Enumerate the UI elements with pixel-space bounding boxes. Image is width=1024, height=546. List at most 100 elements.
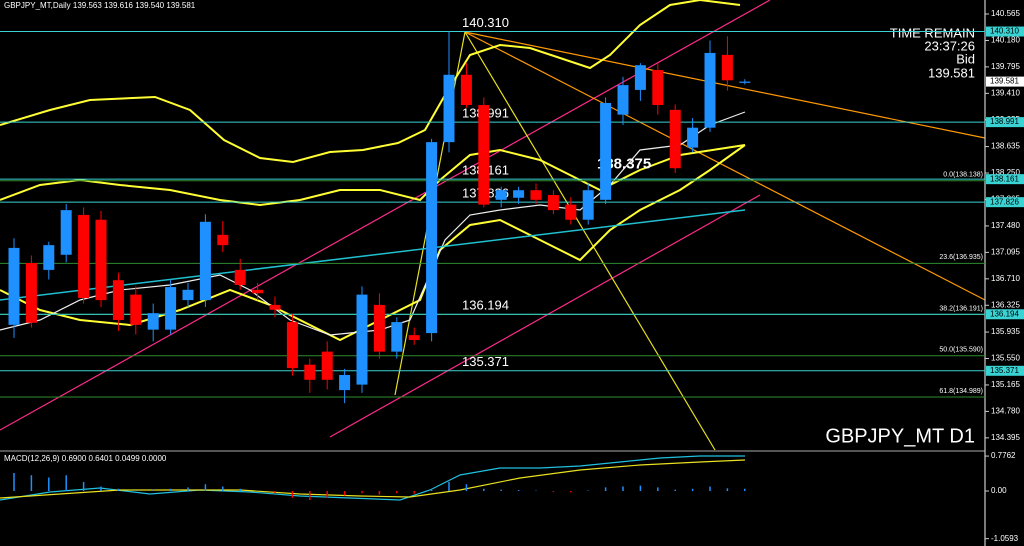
y-tick-label: 134.780 [991,407,1020,416]
candle-body [199,221,211,301]
candle-body [217,234,229,246]
candle-body [547,195,559,211]
level-tag-label: 140.310 [990,27,1019,36]
level-label: 135.371 [462,354,509,369]
signal-line [0,459,746,499]
macd-title: MACD(12,26,9) 0.6900 0.6401 0.0499 0.000… [4,454,167,463]
level-tag-label: 137.826 [990,197,1019,206]
candle-body [252,289,264,294]
bid-tag-label: 139.581 [990,77,1019,86]
level-label: 140.310 [462,15,509,30]
candle-body [669,109,681,169]
candle-body [687,127,699,148]
level-tag-label: 136.194 [990,309,1019,318]
macd-tick-label: -1.0593 [991,534,1019,543]
candle-body [704,52,716,128]
candle-body [495,190,507,200]
band-upper [0,0,741,164]
baseline-line [0,209,746,301]
level-tag [986,309,1024,320]
level-tag [986,174,1024,185]
candle-body [565,204,577,220]
fan-line [464,31,986,301]
candle-body [356,294,368,385]
candle-body [286,322,298,369]
level-tag [986,26,1024,37]
candle-body [600,102,612,200]
y-tick-label: 134.395 [991,433,1020,442]
bid-tag [986,76,1024,87]
macd-tick-label: 0.00 [991,486,1007,495]
moving-average [0,111,746,336]
candle-body [408,335,420,340]
fib-label: 38.2(136.191) [939,305,983,312]
y-tick-label: 140.565 [991,9,1020,18]
y-tick-label: 135.935 [991,327,1020,336]
candle-body [165,287,177,330]
y-tick-label: 138.635 [991,142,1020,151]
y-tick-label: 137.095 [991,247,1020,256]
candle-body [130,294,142,325]
fib-label: 61.8(134.989) [939,388,983,395]
chart-title: GBPJPY_MT,Daily 139.563 139.616 139.540 … [4,1,196,10]
band-middle [0,144,746,207]
candle-body [443,74,455,143]
candle-body [234,269,246,286]
fib-label: 0.0(138.138) [943,172,983,179]
y-tick-label: 136.325 [991,300,1020,309]
candle-body [78,214,90,299]
level-tag-label: 135.371 [990,366,1019,375]
timer-label: TIME REMAIN [890,25,975,40]
level-tag-label: 138.991 [990,117,1019,126]
fib-label: 23.6(136.935) [939,254,983,261]
candle-body [269,304,281,310]
y-tick-label: 135.165 [991,380,1020,389]
candle-body [478,105,490,205]
symbol-label: GBPJPY_MT D1 [825,425,975,447]
candle-body [339,374,351,391]
candle-body [582,190,594,220]
y-tick-label: 135.550 [991,354,1020,363]
candle-body [617,85,629,115]
candle-body [739,81,751,83]
candle-body [721,54,733,81]
level-tag [986,117,1024,128]
y-tick-label: 139.795 [991,62,1020,71]
y-tick-label: 138.250 [991,168,1020,177]
candle-body [95,219,107,301]
fib-label: 50.0(135.590) [939,347,983,354]
macd-line [0,455,745,501]
candle-body [373,304,385,352]
candle-body [25,263,37,323]
y-tick-label: 139.410 [991,88,1020,97]
fan-line [464,31,986,139]
level-tag [986,197,1024,208]
level-label: 136.194 [462,298,509,313]
candle-body [460,74,472,106]
timer-value: 23:37:26 [924,38,975,53]
level-tag [986,365,1024,376]
bid-value: 139.581 [928,65,975,80]
y-tick-label: 140.180 [991,36,1020,45]
candle-body [530,190,542,200]
candle-body [513,190,525,198]
trend-line [464,31,716,451]
candle-body [43,245,55,270]
candle-body [321,351,333,380]
bid-label: Bid [956,51,975,66]
band-lower [0,144,746,342]
candle-body [426,142,438,334]
level-tag-label: 138.161 [990,174,1019,183]
candle-body [652,69,664,106]
candle-body [60,210,72,255]
candle-body [8,247,20,325]
candle-body [634,65,646,90]
candle-body [112,280,124,321]
y-tick-label: 136.710 [991,274,1020,283]
macd-tick-label: 0.7762 [991,451,1016,460]
y-tick-label: 137.480 [991,221,1020,230]
candle-body [147,313,159,330]
